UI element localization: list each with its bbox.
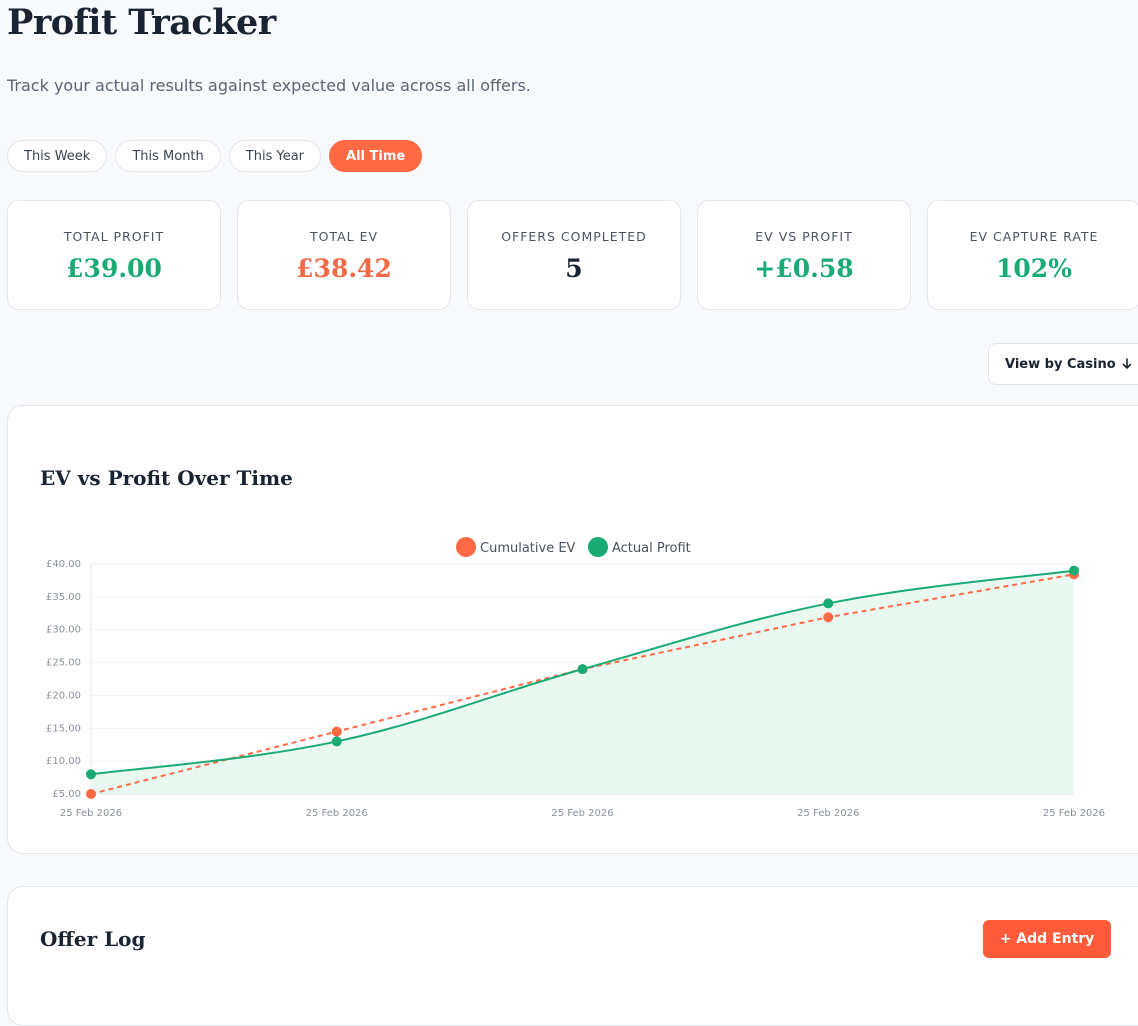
stat-card-total-ev: TOTAL EV £38.42 [237,200,451,310]
stat-label: EV VS PROFIT [755,229,853,244]
stat-card-offers-completed: OFFERS COMPLETED 5 [467,200,681,310]
chart-title: EV vs Profit Over Time [40,466,293,490]
page-title: Profit Tracker [7,2,276,43]
cumulative-ev-legend-label: Cumulative EV [480,541,576,556]
stat-value: £39.00 [66,254,162,283]
chart-panel: EV vs Profit Over Time £5.00 £10.00 £15.00… [7,405,1138,854]
y-tick-label: £5.00 [52,789,81,800]
cumulative-ev-point [86,789,96,799]
x-tick-label: 25 Feb 2026 [60,808,122,819]
offer-log-title: Offer Log [40,927,146,951]
y-tick-label: £30.00 [46,625,81,636]
stat-card-ev-vs-profit: EV VS PROFIT +£0.58 [697,200,911,310]
stat-card-total-profit: TOTAL PROFIT £39.00 [7,200,221,310]
view-by-label: View by Casino [1005,356,1116,372]
filter-this-year[interactable]: This Year [228,140,322,172]
y-tick-label: £10.00 [46,756,81,767]
arrow-down-icon [1122,358,1131,369]
actual-profit-point [823,598,834,609]
ev-profit-chart: £5.00 £10.00 £15.00 £20.00 £25.00 £30.00 £35.0… [46,537,1105,819]
filter-this-week[interactable]: This Week [7,140,108,172]
actual-profit-legend-marker [588,537,608,557]
cumulative-ev-point [823,612,834,623]
view-by-casino-button[interactable]: View by Casino [988,343,1138,385]
actual-profit-point [1069,565,1079,576]
stat-value: £38.42 [296,254,392,283]
time-filter-group: This Week This Month This Year All Time [7,140,423,172]
x-tick-label: 25 Feb 2026 [551,808,613,819]
stat-label: OFFERS COMPLETED [501,229,647,244]
actual-profit-legend-label: Actual Profit [612,541,691,556]
stat-label: EV CAPTURE RATE [969,229,1099,244]
actual-profit-point [331,736,342,747]
x-tick-label: 25 Feb 2026 [797,808,859,819]
y-tick-label: £15.00 [46,723,81,734]
x-tick-label: 25 Feb 2026 [1043,808,1105,819]
y-tick-label: £20.00 [46,690,81,701]
y-tick-label: £25.00 [46,658,81,669]
offer-log-panel: Offer Log + Add Entry [7,886,1138,1026]
x-tick-label: 25 Feb 2026 [306,808,368,819]
stat-card-ev-capture-rate: EV CAPTURE RATE 102% [927,200,1138,310]
y-tick-label: £40.00 [46,559,81,570]
actual-profit-point [577,664,588,675]
stats-row: TOTAL PROFIT £39.00 TOTAL EV £38.42 OFFE… [7,200,1138,310]
stat-label: TOTAL EV [309,229,379,244]
cumulative-ev-point [331,726,342,737]
stat-label: TOTAL PROFIT [63,229,165,244]
y-tick-label: £35.00 [46,592,81,603]
actual-profit-point [86,769,96,780]
actual-profit-area [91,570,1074,794]
filter-this-month[interactable]: This Month [115,140,221,172]
filter-all-time[interactable]: All Time [329,140,423,172]
stat-value: 102% [996,254,1072,283]
stat-value: 5 [565,254,583,283]
cumulative-ev-legend-marker [456,537,476,557]
stat-value: +£0.58 [754,254,854,283]
add-entry-button[interactable]: + Add Entry [983,920,1111,958]
page-subtitle: Track your actual results against expect… [7,76,531,95]
